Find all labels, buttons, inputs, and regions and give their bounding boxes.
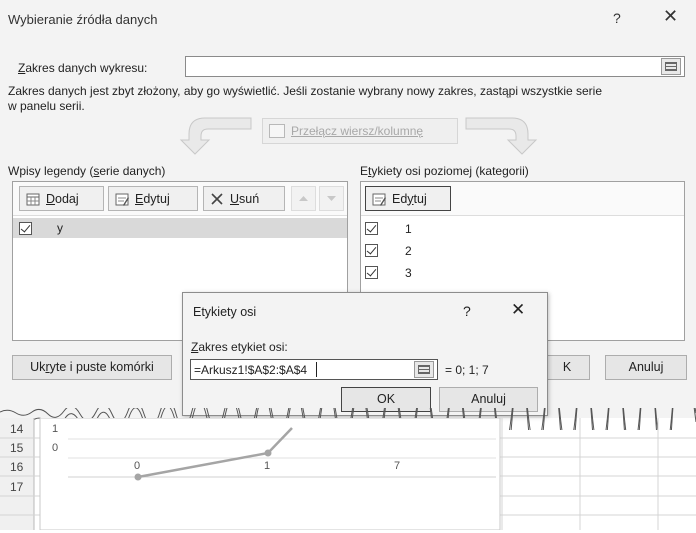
axis-close-button[interactable]: ✕ <box>511 300 526 319</box>
close-button[interactable]: ✕ <box>663 6 679 26</box>
x-tick-label: 1 <box>264 460 271 472</box>
switch-button-label: Przełącz wiersz/kolumnę <box>291 124 424 138</box>
add-label: Dodaj <box>46 191 79 206</box>
edit-label: Edytuj <box>135 191 170 206</box>
edit-icon <box>372 192 386 206</box>
y-tick-label: 0 <box>52 442 59 454</box>
y-tick-label: 1 <box>52 423 59 435</box>
axis-range-label: Zakres etykiet osi: <box>191 340 288 354</box>
cancel-button[interactable]: Anuluj <box>605 355 687 380</box>
axis-cancel-button[interactable]: Anuluj <box>439 387 538 412</box>
remove-icon <box>210 192 224 206</box>
range-message: Zakres danych jest zbyt złożony, aby go … <box>8 84 603 113</box>
hidden-empty-cells-button[interactable]: Ukryte i puste komórki <box>12 355 172 380</box>
category-checkbox[interactable] <box>365 266 378 279</box>
collapse-range-icon[interactable] <box>414 361 434 378</box>
list-item[interactable]: 3 <box>361 263 684 284</box>
move-down-button[interactable] <box>319 186 344 211</box>
add-icon <box>26 192 40 206</box>
axis-dialog-title: Etykiety osi <box>193 305 257 319</box>
axis-labels-label: Etykiety osi poziomej (kategorii) <box>360 164 529 178</box>
axis-help-button[interactable]: ? <box>463 303 471 319</box>
row-number: 14 <box>10 422 24 436</box>
add-series-button[interactable]: Dodaj <box>19 186 104 211</box>
x-tick-label: 7 <box>394 460 401 472</box>
category-label: 2 <box>405 244 412 258</box>
edit-series-button[interactable]: Edytuj <box>108 186 198 211</box>
sheet-grid <box>0 417 696 531</box>
collapse-range-icon[interactable] <box>661 58 681 75</box>
up-arrow-icon <box>299 196 308 201</box>
arrow-left-icon <box>179 117 252 155</box>
legend-entries-label: Wpisy legendy (serie danych) <box>8 164 166 178</box>
row-number: 16 <box>10 460 24 474</box>
spreadsheet-fragment: 14 15 16 17 1 0 0 1 7 <box>0 417 696 531</box>
category-label: 1 <box>405 222 412 236</box>
row-number: 17 <box>10 480 24 494</box>
chart-range-input[interactable] <box>185 56 685 77</box>
axis-range-value: =Arkusz1!$A$2:$A$4 <box>194 363 308 377</box>
switch-row-column-button[interactable]: Przełącz wiersz/kolumnę <box>262 118 458 144</box>
titlebar: Wybieranie źródła danych ? ✕ <box>0 0 696 40</box>
series-checkbox[interactable] <box>19 222 32 235</box>
edit-icon <box>115 192 129 206</box>
axis-range-input[interactable]: =Arkusz1!$A$2:$A$4 <box>190 359 438 380</box>
edit-axis-label: Edytuj <box>392 191 427 206</box>
help-button[interactable]: ? <box>613 10 621 26</box>
series-label: y <box>57 221 63 235</box>
down-arrow-icon <box>327 196 336 201</box>
axis-ok-button[interactable]: OK <box>341 387 431 412</box>
edit-axis-button[interactable]: Edytuj <box>365 186 451 211</box>
list-item[interactable]: 2 <box>361 241 684 262</box>
chart-range-label: Zakres danych wykresu: <box>18 61 148 75</box>
list-item[interactable]: 1 <box>361 219 684 240</box>
list-item[interactable]: y <box>13 218 347 238</box>
category-checkbox[interactable] <box>365 244 378 257</box>
dialog-title: Wybieranie źródła danych <box>8 12 158 27</box>
x-tick-label: 0 <box>134 460 141 472</box>
select-data-source-dialog: Wybieranie źródła danych ? ✕ Zakres dany… <box>0 0 696 418</box>
axis-labels-dialog: Etykiety osi ? ✕ Zakres etykiet osi: =Ar… <box>182 292 548 416</box>
category-checkbox[interactable] <box>365 222 378 235</box>
remove-label: Usuń <box>230 191 260 206</box>
text-cursor <box>316 362 317 377</box>
move-up-button[interactable] <box>291 186 316 211</box>
row-number: 15 <box>10 441 24 455</box>
axis-preview: = 0; 1; 7 <box>445 363 489 377</box>
remove-series-button[interactable]: Usuń <box>203 186 285 211</box>
category-label: 3 <box>405 266 412 280</box>
switch-icon <box>269 124 285 138</box>
arrow-right-icon <box>465 117 538 155</box>
